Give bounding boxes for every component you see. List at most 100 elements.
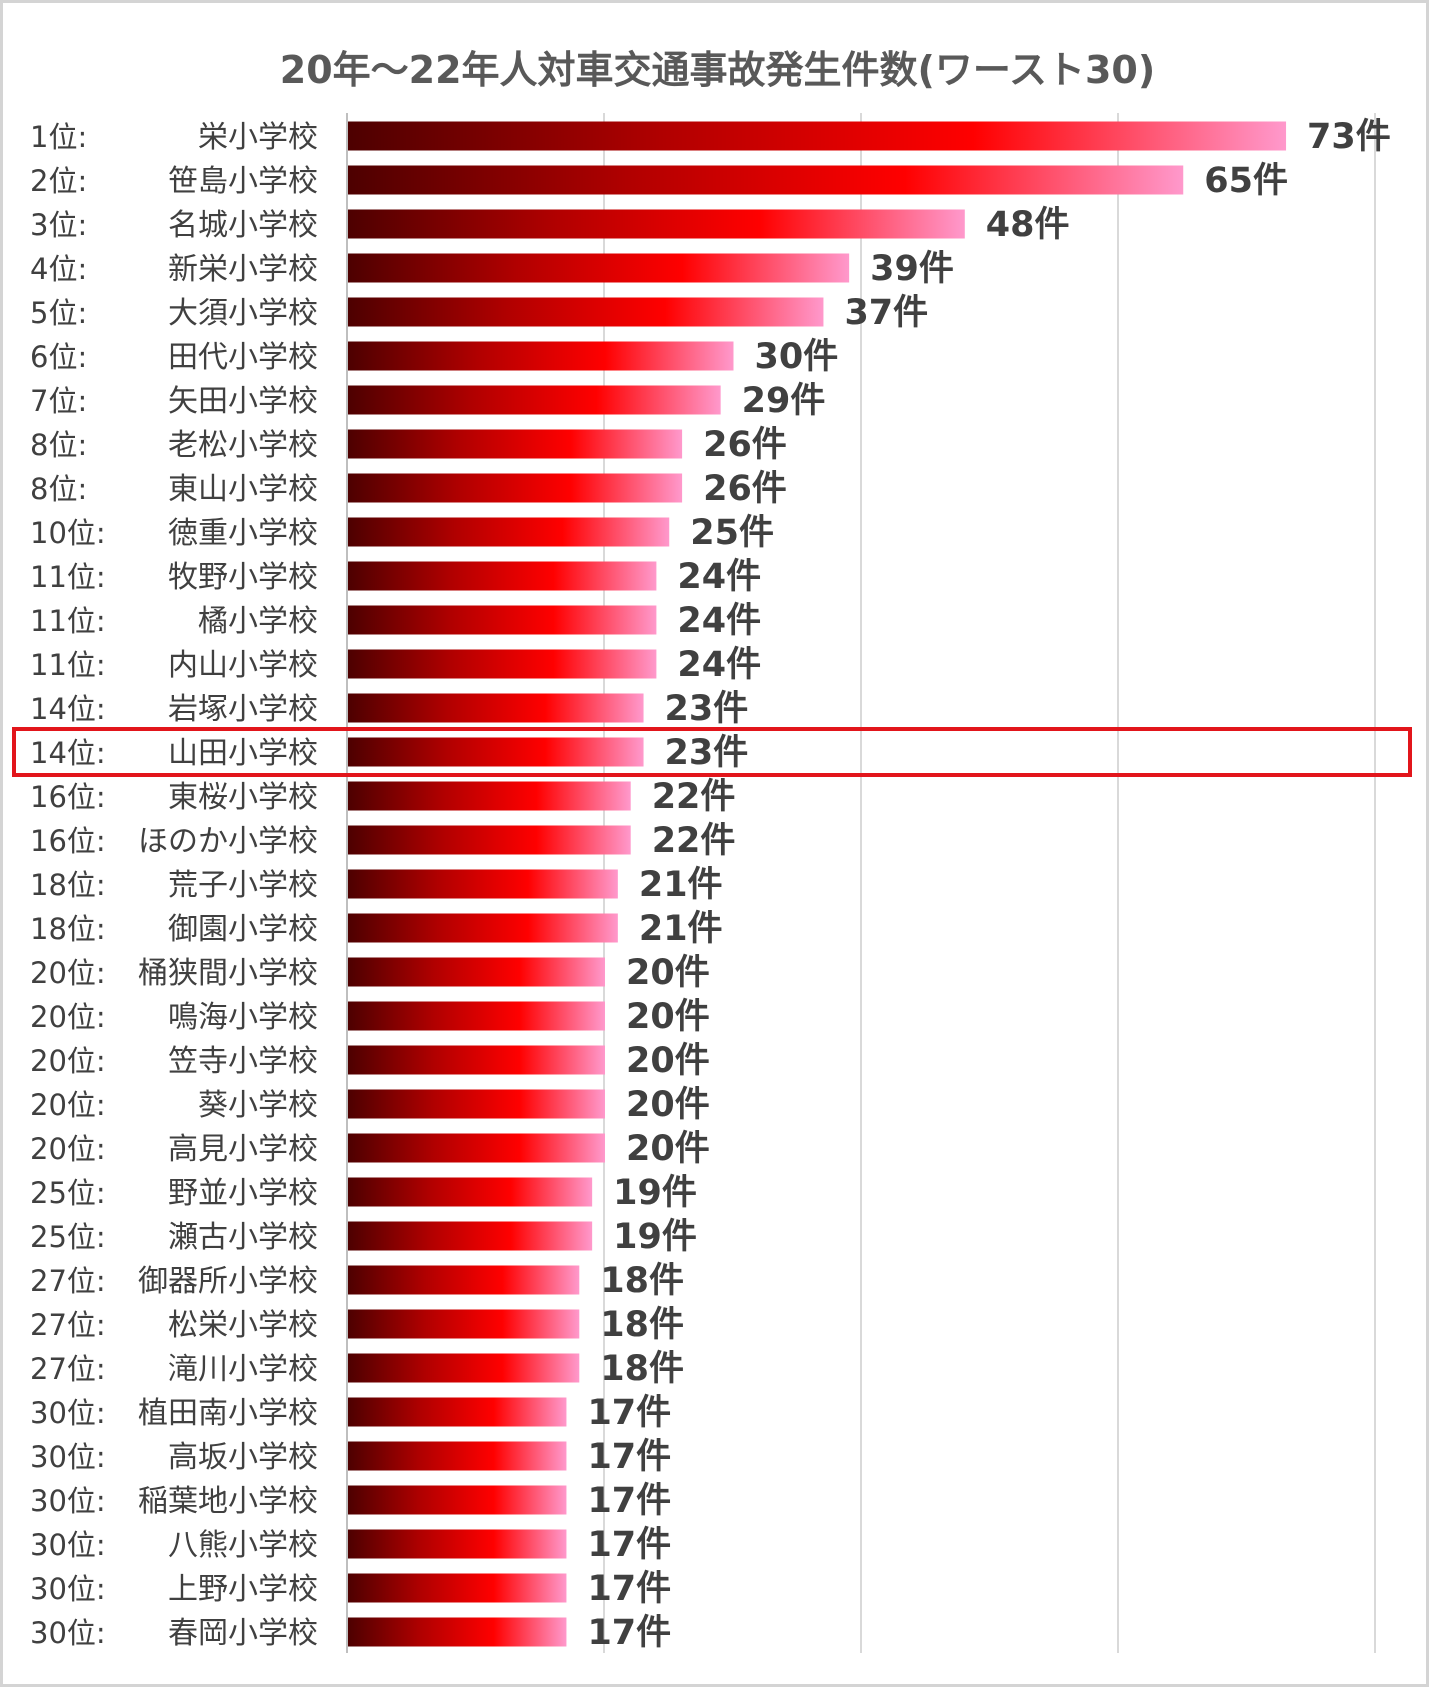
data-label: 19件 (613, 1217, 697, 1257)
rank-label: 16位: (30, 780, 106, 814)
bar (348, 121, 1287, 151)
bar (348, 1265, 580, 1295)
bar (348, 1133, 605, 1163)
data-label: 65件 (1204, 161, 1288, 201)
data-label: 24件 (677, 645, 761, 685)
rank-label: 11位: (30, 648, 106, 682)
bar (348, 1177, 593, 1207)
category-label: 稲葉地小学校 (138, 1484, 318, 1519)
bar-row: 20位: 高見小学校 20件 (30, 1129, 710, 1169)
category-label: 老松小学校 (168, 428, 318, 463)
bar (348, 781, 631, 811)
bar (348, 825, 631, 855)
data-label: 39件 (870, 249, 954, 289)
category-label: 松栄小学校 (168, 1308, 318, 1343)
highlight-box (12, 727, 1412, 777)
rank-label: 5位: (30, 296, 87, 330)
bar-row: 20位: 桶狭間小学校 20件 (30, 953, 710, 993)
rank-label: 30位: (30, 1528, 106, 1562)
data-label: 30件 (755, 337, 839, 377)
rank-label: 4位: (30, 252, 87, 286)
bar-row: 5位: 大須小学校 37件 (30, 293, 928, 333)
category-label: 山田小学校 (168, 736, 318, 771)
bar-row: 25位: 瀬古小学校 19件 (30, 1217, 697, 1257)
bar-row: 30位: 植田南小学校 17件 (30, 1393, 671, 1433)
data-label: 22件 (652, 821, 736, 861)
bar-row: 8位: 東山小学校 26件 (30, 469, 787, 509)
rank-label: 27位: (30, 1264, 106, 1298)
rank-label: 25位: (30, 1176, 106, 1210)
chart-title: 20年～22年人対車交通事故発生件数(ワースト30) (279, 48, 1156, 92)
bar (348, 1573, 567, 1603)
rank-label: 8位: (30, 472, 87, 506)
data-label: 20件 (626, 953, 710, 993)
bar (348, 649, 657, 679)
data-label: 19件 (613, 1173, 697, 1213)
bar (348, 1221, 593, 1251)
data-label: 23件 (665, 689, 749, 729)
category-label: 八熊小学校 (168, 1528, 318, 1563)
data-label: 48件 (986, 205, 1070, 245)
bar-row: 30位: 高坂小学校 17件 (30, 1437, 671, 1477)
rank-label: 30位: (30, 1440, 106, 1474)
bar-row: 25位: 野並小学校 19件 (30, 1173, 697, 1213)
data-label: 22件 (652, 777, 736, 817)
rank-label: 18位: (30, 912, 106, 946)
rank-label: 30位: (30, 1572, 106, 1606)
data-label: 24件 (677, 557, 761, 597)
bar-row: 11位: 牧野小学校 24件 (30, 557, 761, 597)
data-label: 26件 (703, 425, 787, 465)
bar (348, 693, 644, 723)
bar-row: 8位: 老松小学校 26件 (30, 425, 787, 465)
bar (348, 1089, 605, 1119)
bar (348, 1045, 605, 1075)
rank-label: 1位: (30, 120, 87, 154)
bar-chart: 1位: 栄小学校 73件 2位: 笹島小学校 65件 3位: 名城小学校 48件 4位: 新栄小学校… (12, 113, 1412, 1653)
rank-label: 18位: (30, 868, 106, 902)
data-label: 20件 (626, 1041, 710, 1081)
bar (348, 473, 683, 503)
bar (348, 605, 657, 635)
category-label: 東桜小学校 (168, 780, 318, 815)
bar (348, 429, 683, 459)
bar-row: 30位: 春岡小学校 17件 (30, 1613, 671, 1653)
rank-label: 20位: (30, 1132, 106, 1166)
rank-label: 30位: (30, 1396, 106, 1430)
bar (348, 1001, 605, 1031)
bar (348, 341, 734, 371)
bar (348, 1353, 580, 1383)
category-label: 笹島小学校 (168, 164, 318, 199)
bar (348, 297, 824, 327)
bar-row: 30位: 稲葉地小学校 17件 (30, 1481, 671, 1521)
data-label: 18件 (600, 1305, 684, 1345)
bar (348, 561, 657, 591)
bar-row: 20位: 葵小学校 20件 (30, 1085, 710, 1125)
bar-row: 11位: 内山小学校 24件 (30, 645, 761, 685)
bar-row: 20位: 笠寺小学校 20件 (30, 1041, 710, 1081)
rank-label: 11位: (30, 604, 106, 638)
category-label: 大須小学校 (168, 296, 318, 331)
bar (348, 253, 850, 283)
data-label: 18件 (600, 1261, 684, 1301)
bar-row: 1位: 栄小学校 73件 (30, 117, 1391, 157)
bar (348, 869, 618, 899)
rank-label: 30位: (30, 1616, 106, 1650)
category-label: ほのか小学校 (138, 824, 318, 859)
bar (348, 385, 721, 415)
bar (348, 957, 605, 987)
rank-label: 10位: (30, 516, 106, 550)
bar-row: 7位: 矢田小学校 29件 (30, 381, 825, 421)
bar-row: 30位: 上野小学校 17件 (30, 1569, 671, 1609)
data-label: 17件 (587, 1481, 671, 1521)
bar-row: 11位: 橘小学校 24件 (30, 601, 761, 641)
category-label: 滝川小学校 (168, 1352, 318, 1387)
bar (348, 1617, 567, 1647)
category-label: 上野小学校 (168, 1572, 318, 1607)
data-label: 17件 (587, 1525, 671, 1565)
category-label: 葵小学校 (198, 1088, 318, 1123)
rank-label: 20位: (30, 1044, 106, 1078)
data-label: 21件 (639, 909, 723, 949)
bar (348, 209, 965, 239)
rank-label: 3位: (30, 208, 87, 242)
bar-row: 27位: 滝川小学校 18件 (30, 1349, 684, 1389)
